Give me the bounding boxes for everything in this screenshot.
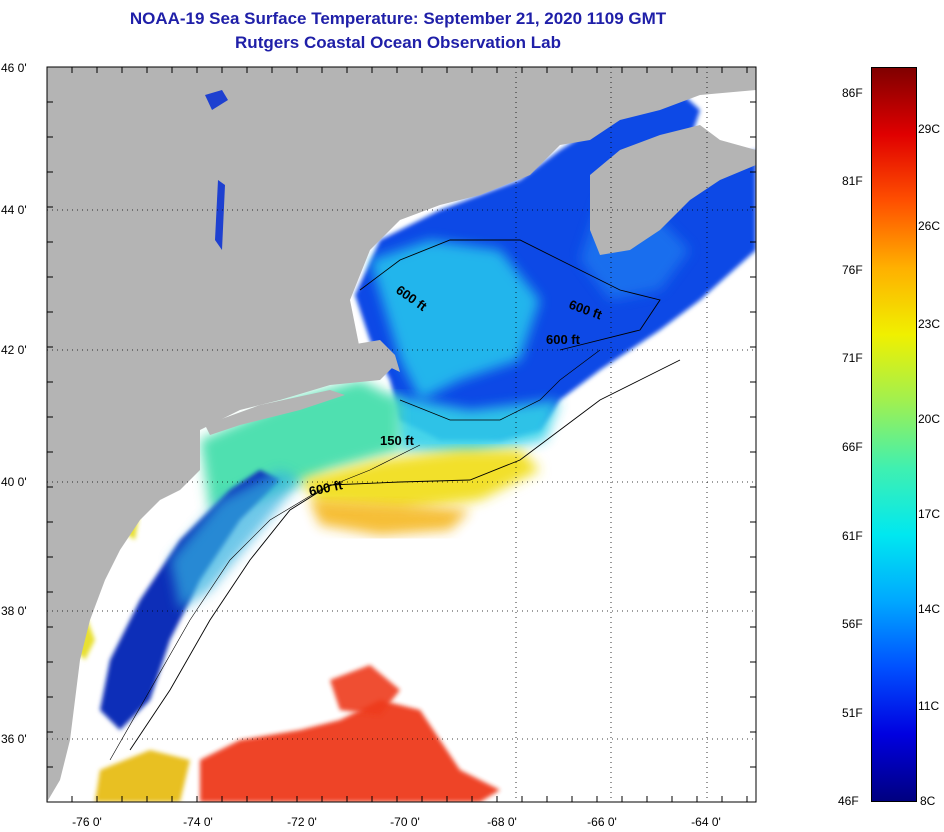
cb-label-14c: 14C: [918, 602, 941, 616]
cb-label-23c: 23C: [918, 317, 941, 331]
lon-label-74: -74 0': [183, 815, 213, 829]
lon-label-76: -76 0': [72, 815, 102, 829]
cb-label-76f: 76F: [842, 263, 863, 277]
lon-label-72: -72 0': [287, 815, 317, 829]
lon-label-70: -70 0': [390, 815, 420, 829]
gulf-stream-warm-water-2: [330, 665, 400, 715]
cb-label-71f: 71F: [842, 351, 863, 365]
cape-cod-land: [350, 340, 400, 372]
shelf-cyan-band: [390, 395, 560, 455]
gulf-cyan-patch: [370, 240, 540, 400]
lat-label-38: 38 0': [1, 604, 27, 618]
cb-label-81f: 81F: [842, 174, 863, 188]
lon-label-68: -68 0': [487, 815, 517, 829]
shelf-yellow-band: [300, 450, 540, 510]
temperature-colorbar: [871, 67, 917, 802]
cb-label-51f: 51F: [842, 706, 863, 720]
gulf-stream-warm-water-1: [200, 700, 500, 802]
cb-label-56f: 56F: [842, 617, 863, 631]
cb-label-86f: 86F: [842, 86, 863, 100]
map-frame: [46, 66, 757, 803]
cb-label-26c: 26C: [918, 219, 941, 233]
axis-ticks: [46, 66, 756, 803]
lat-label-40: 40 0': [1, 475, 27, 489]
map-subtitle: Rutgers Coastal Ocean Observation Lab: [235, 33, 561, 52]
cb-label-61f: 61F: [842, 529, 863, 543]
cb-label-20c: 20C: [918, 412, 941, 426]
cb-label-17c: 17C: [918, 507, 941, 521]
lat-label-46: 46 0': [1, 61, 27, 75]
isobath-150ft: [359, 239, 661, 351]
isobath-inner-shelf: [109, 444, 421, 761]
lake-champlain: [215, 180, 225, 250]
lat-label-36: 36 0': [1, 732, 27, 746]
graticule: [47, 67, 756, 802]
cb-label-46f: 46F: [838, 794, 859, 808]
cb-label-29c: 29C: [918, 122, 941, 136]
southern-warm-shelf: [95, 750, 190, 802]
slope-orange-band: [310, 500, 470, 535]
isobath-label-600ft-shelf: 600 ft: [308, 477, 345, 499]
lon-label-64: -64 0': [691, 815, 721, 829]
isobath-label-600ft-ne: 600 ft: [546, 332, 581, 347]
lat-label-44: 44 0': [1, 203, 27, 217]
lake-region-blue: [205, 90, 228, 110]
isobath-label-150ft: 150 ft: [380, 433, 415, 448]
map-plot-area: [47, 67, 756, 802]
lon-label-66: -66 0': [587, 815, 617, 829]
map-title: NOAA-19 Sea Surface Temperature: Septemb…: [129, 9, 667, 28]
north-america-land: [47, 67, 756, 802]
lat-label-42: 42 0': [1, 343, 27, 357]
long-island-land: [205, 390, 345, 435]
coastal-cyan-strip: [170, 470, 300, 610]
isobath-georges-bank: [399, 349, 601, 421]
cb-label-11c: 11C: [918, 699, 940, 713]
cb-label-66f: 66F: [842, 440, 863, 454]
isobath-600ft-shelf-break: [129, 359, 681, 751]
cb-label-8c: 8C: [920, 794, 936, 808]
nova-scotia-land: [590, 125, 756, 255]
